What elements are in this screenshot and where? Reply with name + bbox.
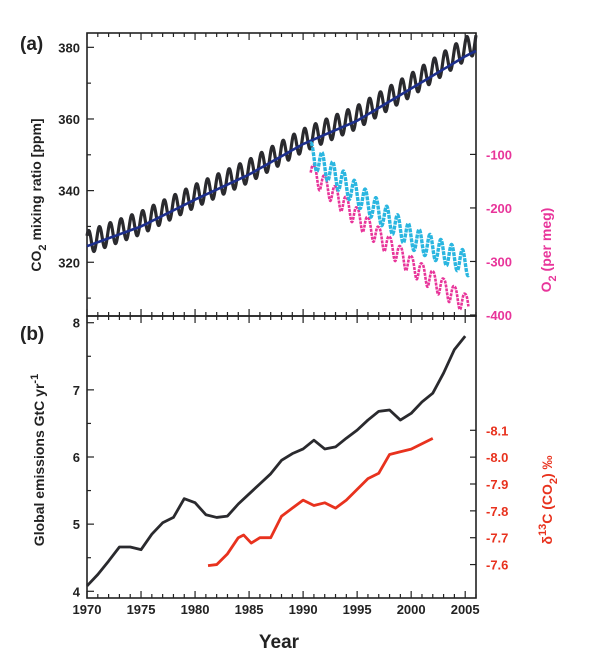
y-tick-label-o2: -200 <box>486 201 512 216</box>
x-tick-label: 1980 <box>181 602 210 617</box>
x-tick-label: 1985 <box>235 602 264 617</box>
y-tick-label-co2: 380 <box>58 40 80 55</box>
y-tick-label-emissions: 5 <box>73 517 80 532</box>
y-tick-label-co2: 320 <box>58 255 80 270</box>
series-d13c <box>207 437 434 568</box>
y-tick-label-d13c: -8.1 <box>486 423 508 438</box>
o2-title-sub: 2 <box>547 275 559 281</box>
y-tick-label-d13c: -7.7 <box>486 531 508 546</box>
y-tick-label-d13c: -7.6 <box>486 558 508 573</box>
series-o2-station-2 <box>309 141 470 278</box>
d13c-title-delta: δ <box>539 536 555 545</box>
panel-b-frame <box>86 315 477 599</box>
y-tick-label-o2: -400 <box>486 308 512 323</box>
series-o2-station-1 <box>309 163 470 311</box>
x-tick-label: 1970 <box>73 602 102 617</box>
series-global-emissions <box>85 335 467 587</box>
y-tick-label-o2: -100 <box>486 147 512 162</box>
emissions-title-sup: -1 <box>29 374 41 384</box>
tick-marks <box>86 33 477 598</box>
y-tick-label-o2: -300 <box>486 254 512 269</box>
co2-title-rest: mixing ratio [ppm] <box>28 118 44 244</box>
co2-title-sub: 2 <box>37 244 49 250</box>
x-tick-label: 1990 <box>289 602 318 617</box>
panel-a-label: (a) <box>20 34 43 55</box>
o2-title-rest: (per meg) <box>538 208 554 276</box>
y-tick-label-co2: 360 <box>58 112 80 127</box>
y-tick-label-co2: 340 <box>58 184 80 199</box>
y-tick-label-d13c: -7.8 <box>486 504 508 519</box>
y-tick-label-d13c: -7.9 <box>486 477 508 492</box>
y-tick-label-d13c: -8.0 <box>486 450 508 465</box>
series-layer <box>85 34 478 587</box>
emissions-title-main: Global emissions GtC yr <box>31 383 47 546</box>
d13c-title-c: C (CO <box>539 484 555 524</box>
x-tick-label: 2000 <box>397 602 426 617</box>
x-tick-label: 1975 <box>127 602 156 617</box>
y-axis-title-d13c: δ13C (CO2) ‰ <box>537 455 560 544</box>
d13c-title-sub: 2 <box>548 478 560 484</box>
series-co2-trend <box>86 49 477 248</box>
o2-title-main: O <box>538 281 554 292</box>
y-axis-title-co2: CO2 mixing ratio [ppm] <box>28 118 49 271</box>
x-axis-title: Year <box>259 632 300 653</box>
series-co2-seasonal <box>85 34 478 254</box>
panel-b-label: (b) <box>20 324 44 345</box>
tick-labels: 1970 1975 1980 1985 1990 1995 2000 2005 320 340 36… <box>58 40 512 617</box>
d13c-title-end: ) ‰ <box>539 455 555 478</box>
y-tick-label-emissions: 7 <box>73 383 80 398</box>
y-axis-title-o2: O2 (per meg) <box>538 208 559 293</box>
co2-title-main: CO <box>28 250 44 271</box>
y-tick-label-emissions: 6 <box>73 450 80 465</box>
x-tick-label: 2005 <box>451 602 480 617</box>
x-tick-label: 1995 <box>343 602 372 617</box>
y-axis-title-emissions: Global emissions GtC yr-1 <box>29 374 47 546</box>
y-tick-label-emissions: 8 <box>73 316 80 331</box>
y-tick-label-emissions: 4 <box>73 584 81 599</box>
d13c-title-sup: 13 <box>537 524 549 536</box>
